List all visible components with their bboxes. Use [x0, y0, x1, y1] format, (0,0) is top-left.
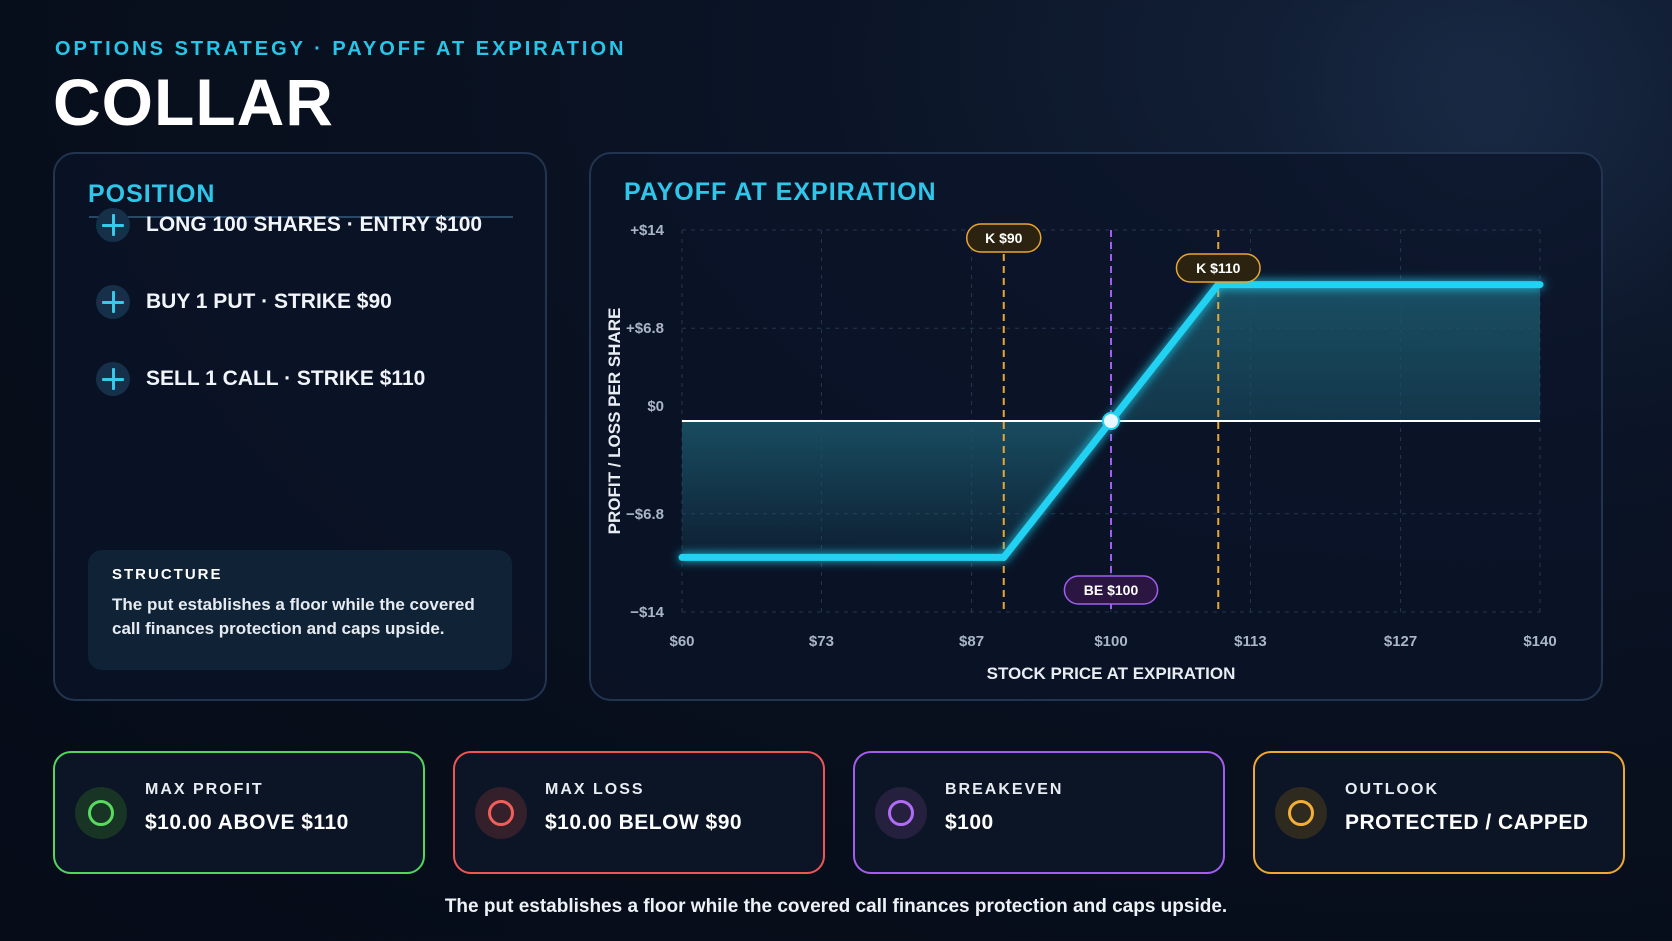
position-leg: LONG 100 SHARES · ENTRY $100 — [96, 207, 482, 243]
structure-box: STRUCTURE The put establishes a floor wh… — [88, 550, 512, 670]
eyebrow-text: OPTIONS STRATEGY · PAYOFF AT EXPIRATION — [55, 38, 627, 60]
circle-icon — [1275, 787, 1327, 839]
structure-text: The put establishes a floor while the co… — [112, 595, 475, 638]
x-tick-label: $87 — [959, 633, 984, 650]
marker-badge — [1063, 575, 1159, 605]
stat-label: OUTLOOK — [1345, 781, 1439, 798]
loss-area — [682, 421, 1111, 558]
x-tick-label: $73 — [809, 633, 834, 650]
stat-label: BREAKEVEN — [945, 781, 1064, 798]
plus-icon — [96, 208, 130, 242]
page-title: COLLAR — [53, 65, 334, 139]
position-leg: SELL 1 CALL · STRIKE $110 — [96, 361, 425, 397]
y-axis-label: PROFIT / LOSS PER SHARE — [605, 308, 624, 535]
marker-badge — [1175, 253, 1261, 283]
circle-icon — [875, 787, 927, 839]
marker-badge — [966, 223, 1042, 253]
chart-title: PAYOFF AT EXPIRATION — [624, 178, 937, 206]
circle-icon — [475, 787, 527, 839]
marker-label: K $110 — [1196, 260, 1241, 276]
stat-value: $10.00 BELOW $90 — [545, 811, 743, 834]
stat-label: MAX PROFIT — [145, 781, 264, 798]
position-leg-label: BUY 1 PUT · STRIKE $90 — [146, 290, 392, 313]
x-tick-label: $60 — [669, 633, 694, 650]
stat-value: $100 — [945, 811, 994, 834]
position-leg: BUY 1 PUT · STRIKE $90 — [96, 284, 392, 320]
plus-icon — [96, 285, 130, 319]
circle-icon — [75, 787, 127, 839]
x-tick-label: $113 — [1234, 633, 1267, 650]
y-tick-label: +$6.8 — [626, 320, 664, 337]
stat-value: PROTECTED / CAPPED — [1345, 811, 1589, 834]
x-tick-label: $140 — [1523, 633, 1556, 650]
x-tick-label: $127 — [1384, 633, 1417, 650]
y-tick-label: +$14 — [630, 222, 664, 239]
breakeven-card: BREAKEVEN $100 — [853, 751, 1225, 874]
stat-label: MAX LOSS — [545, 781, 645, 798]
outlook-card: OUTLOOK PROTECTED / CAPPED — [1253, 751, 1625, 874]
position-title: POSITION — [88, 180, 216, 208]
profit-area — [1111, 284, 1540, 421]
position-leg-label: SELL 1 CALL · STRIKE $110 — [146, 367, 426, 390]
x-axis-label: STOCK PRICE AT EXPIRATION — [987, 664, 1236, 683]
marker-label: K $90 — [985, 230, 1023, 246]
stat-value: $10.00 ABOVE $110 — [145, 811, 349, 834]
max-profit-card: MAX PROFIT $10.00 ABOVE $110 — [53, 751, 425, 874]
y-tick-label: $0 — [647, 398, 664, 415]
position-divider — [89, 216, 513, 218]
y-tick-label: −$14 — [630, 604, 664, 621]
max-loss-card: MAX LOSS $10.00 BELOW $90 — [453, 751, 825, 874]
breakeven-point — [1102, 412, 1120, 430]
marker-label: BE $100 — [1084, 582, 1139, 598]
position-leg-label: LONG 100 SHARES · ENTRY $100 — [146, 213, 483, 236]
x-tick-label: $100 — [1094, 633, 1127, 650]
structure-label: STRUCTURE — [112, 566, 223, 583]
y-tick-label: −$6.8 — [626, 506, 664, 523]
footer-caption: The put establishes a floor while the co… — [444, 896, 1228, 917]
plus-icon — [96, 362, 130, 396]
